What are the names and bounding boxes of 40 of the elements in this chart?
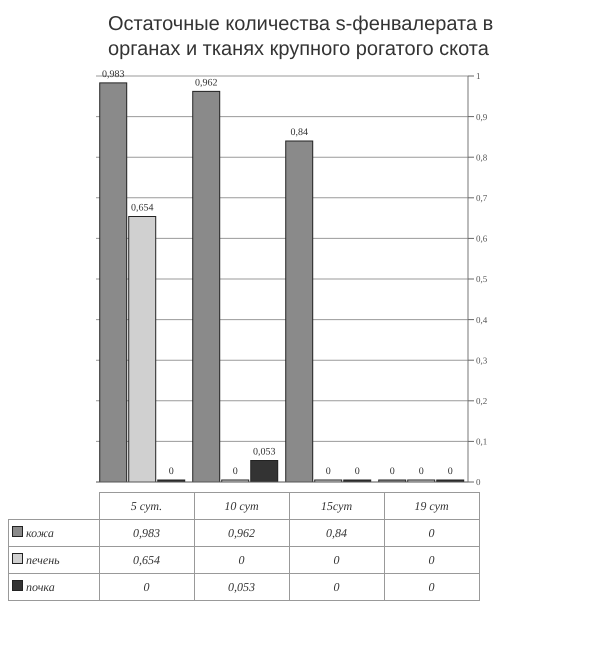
y-tick-label: 0,4 xyxy=(476,314,488,325)
chart-title: Остаточные количества s-фенвалерата в органах и тканях крупного рогатого скота xyxy=(108,12,494,62)
y-tick-label: 0,1 xyxy=(476,436,488,447)
data-label: 0 xyxy=(99,574,194,600)
text: 0 xyxy=(390,466,395,477)
x-tick-label: 15сут xyxy=(289,492,384,520)
text: 0,053 xyxy=(252,446,276,458)
text: 0 xyxy=(232,466,238,477)
legend-label: кожа xyxy=(8,520,99,546)
y-tick-label: 0,9 xyxy=(476,112,488,122)
text: 0 xyxy=(354,466,360,477)
y-tick-label: 0,5 xyxy=(476,274,488,284)
data-label: 0,962 xyxy=(194,520,289,546)
text: 0,654 xyxy=(130,202,154,214)
data-label: 0 xyxy=(194,546,289,574)
text: 0 xyxy=(418,466,424,477)
text: 0,84 xyxy=(290,126,308,138)
legend-label: печень xyxy=(8,546,99,574)
text: 0 xyxy=(448,466,453,477)
data-label: 0,983 xyxy=(99,520,194,546)
data-label: 0,053 xyxy=(194,574,289,600)
y-tick-label: 0,2 xyxy=(476,396,488,406)
text: 0,962 xyxy=(194,77,218,88)
y-tick-label: 0 xyxy=(476,477,481,488)
y-tick-label: 0,7 xyxy=(476,192,488,203)
text: 0 xyxy=(326,466,331,477)
data-label: 0,654 xyxy=(99,546,194,574)
data-label: 0 xyxy=(289,546,384,574)
data-label: 0 xyxy=(289,574,384,600)
y-tick-label: 0,8 xyxy=(476,152,488,162)
y-tick-label: 1 xyxy=(476,71,480,82)
x-tick-label: 5 сут. xyxy=(99,492,194,520)
x-tick-label: 19 сут xyxy=(384,492,479,520)
y-tick-label: 0,6 xyxy=(476,234,488,244)
data-label: 0,84 xyxy=(289,520,384,546)
x-tick-label: 10 сут xyxy=(194,492,289,520)
text: 0 xyxy=(168,466,174,477)
text: 0,983 xyxy=(102,68,124,80)
y-tick-label: 0,3 xyxy=(476,355,488,366)
legend-label: почка xyxy=(8,574,99,600)
